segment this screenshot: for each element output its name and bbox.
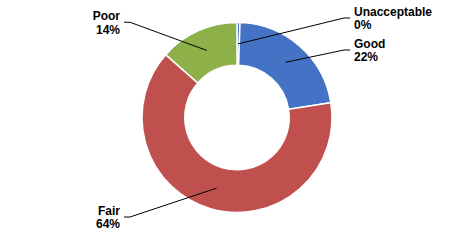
value-label: 14% xyxy=(96,23,120,37)
leader-line xyxy=(286,50,350,62)
value-label: 0% xyxy=(354,18,372,32)
plot: Unacceptable0% Good22% Fair64% Poor14% xyxy=(93,5,433,232)
annotation: Good22% xyxy=(354,37,385,65)
slice xyxy=(166,23,237,83)
annotations: Unacceptable0% Good22% Fair64% Poor14% xyxy=(93,5,433,232)
annotation: Unacceptable0% xyxy=(354,5,432,33)
slices xyxy=(142,23,332,213)
category-label: Good xyxy=(354,37,385,51)
annotation: Poor14% xyxy=(93,9,121,37)
value-label: 64% xyxy=(96,217,120,231)
value-label: 22% xyxy=(354,50,378,64)
chart: Unacceptable0% Good22% Fair64% Poor14% xyxy=(0,0,474,235)
leader-line xyxy=(124,22,207,50)
leader-line xyxy=(238,18,350,44)
category-label: Poor xyxy=(93,9,121,23)
slice xyxy=(142,55,332,213)
leader-line xyxy=(124,188,216,217)
slice xyxy=(239,23,331,110)
category-label: Unacceptable xyxy=(354,5,432,19)
category-label: Fair xyxy=(98,204,120,218)
annotation: Fair64% xyxy=(96,204,120,232)
